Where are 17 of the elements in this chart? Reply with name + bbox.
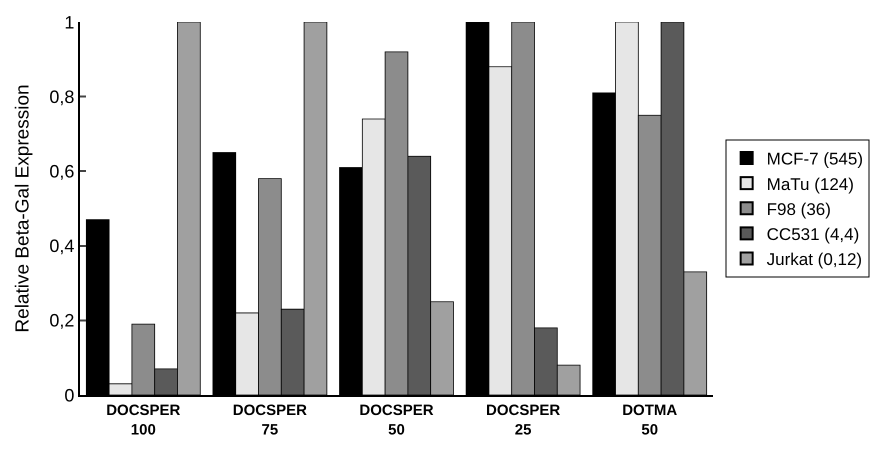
y-tick-label: 0,2: [49, 310, 74, 331]
legend-label: MaTu (124): [766, 174, 854, 194]
y-tick-label: 0,4: [49, 236, 74, 256]
x-tick-label: DOCSPER 25: [486, 402, 560, 438]
y-tick-label: 1: [64, 12, 74, 32]
x-tick-label: DOCSPER 100: [106, 402, 181, 438]
legend-label: F98 (36): [766, 200, 831, 219]
y-tick-label: 0: [64, 385, 74, 406]
legend-label: CC531 (4,4): [766, 224, 860, 244]
x-tick-label: DOTMA 50: [622, 402, 678, 438]
y-axis-title: Relative Beta-Gal Expression: [12, 84, 34, 333]
legend-label: MCF-7 (545): [766, 150, 864, 169]
y-tick-label: 0,8: [49, 86, 74, 107]
x-tick-label: DOCSPER 75: [232, 402, 308, 438]
legend-label: Jurkat (0,12): [766, 250, 862, 270]
y-tick-label: 0,6: [49, 162, 74, 182]
x-tick-label: DOCSPER 50: [359, 402, 434, 438]
